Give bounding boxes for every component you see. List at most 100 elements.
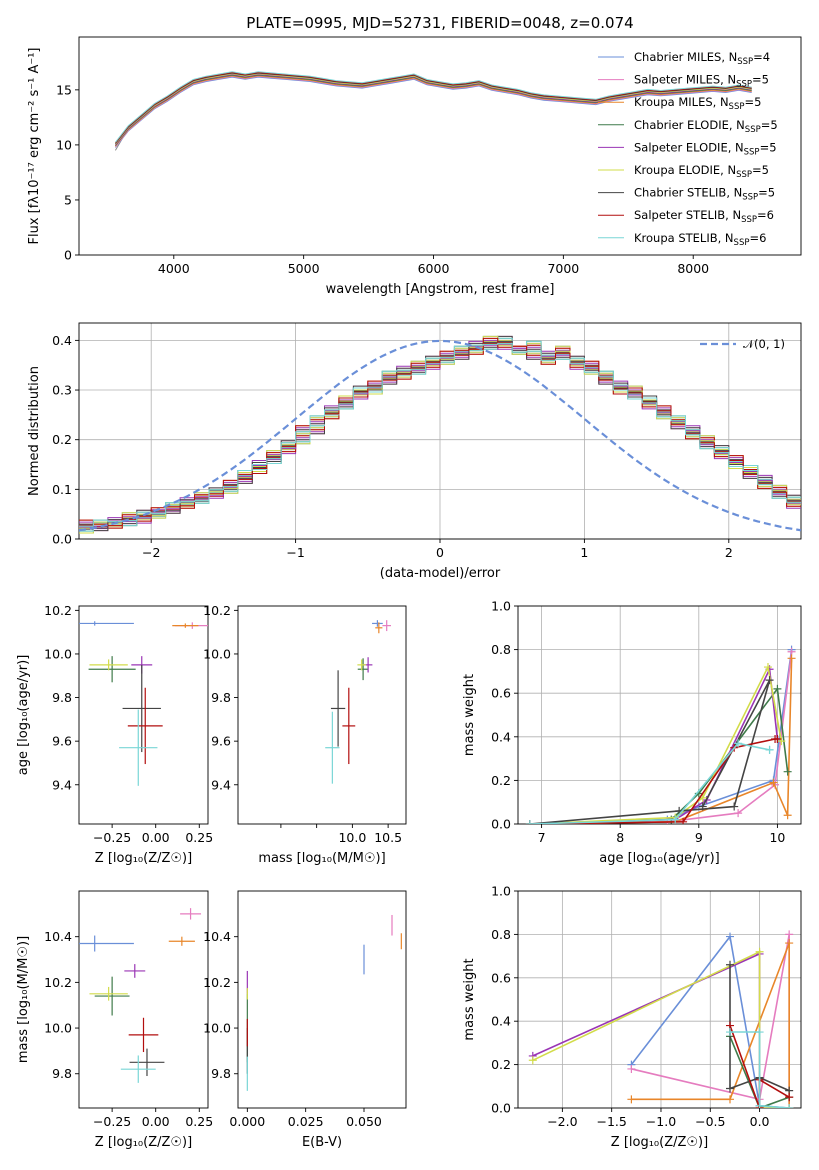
y-tick-label: 0.3 xyxy=(52,383,72,398)
x-axis-label: mass [log₁₀(M/M☉)] xyxy=(258,851,385,866)
y-tick-label: 9.6 xyxy=(52,734,72,749)
plot-frame xyxy=(78,605,209,825)
x-axis-label: age [log₁₀(age/yr)] xyxy=(599,851,720,866)
y-tick-label: 10.2 xyxy=(44,975,72,990)
y-tick-label: 0.2 xyxy=(491,1057,511,1072)
x-tick-label: 7 xyxy=(538,830,546,845)
x-tick-label: −0.5 xyxy=(695,1114,725,1129)
legend-label: Salpeter STELIB, NSSP=6 xyxy=(634,208,774,225)
y-axis-label: age [log₁₀(age/yr)] xyxy=(16,655,31,776)
massweight-marker xyxy=(773,684,782,693)
massweight-marker xyxy=(627,1095,636,1104)
x-tick-label: 10.0 xyxy=(338,830,366,845)
massweight-line xyxy=(529,679,771,824)
massweight-marker xyxy=(730,802,739,811)
model-spectrum xyxy=(115,75,752,147)
massweight-line xyxy=(529,651,793,824)
massweight-lines xyxy=(528,930,794,1108)
massweight-marker xyxy=(525,820,534,824)
x-tick-label: −2 xyxy=(142,545,160,560)
y-tick-label: 0.6 xyxy=(491,970,511,985)
x-tick-label: 8 xyxy=(616,830,624,845)
massweight-marker xyxy=(785,930,794,939)
x-tick-label: 0.000 xyxy=(229,1114,265,1129)
massweight-marker xyxy=(755,1028,764,1037)
x-tick-label: −1.0 xyxy=(646,1114,676,1129)
y-tick-label: 0.8 xyxy=(491,642,511,657)
y-tick-label: 0.0 xyxy=(491,817,511,832)
y-tick-label: 0.4 xyxy=(491,1014,511,1029)
massweight-marker xyxy=(679,817,688,824)
massweight-line xyxy=(730,1031,790,1108)
massweight-marker xyxy=(726,1084,735,1093)
errorbar-panel-6: 0.000 0.025 0.050 9.8 10.0 10.2 10.4 E(B-V) xyxy=(203,890,407,1150)
model-spectrum xyxy=(115,72,752,144)
model-spectrum xyxy=(115,71,752,144)
legend-label: Kroupa ELODIE, NSSP=5 xyxy=(634,163,769,180)
y-tick-label: 5 xyxy=(64,192,72,207)
plot-frame xyxy=(78,36,802,256)
x-tick-label: 5000 xyxy=(288,261,320,276)
y-tick-label: 0.0 xyxy=(491,1101,511,1116)
y-tick-label: 10.2 xyxy=(44,603,72,618)
y-axis-label: Flux [fλ10⁻¹⁷ erg cm⁻² s⁻¹ A⁻¹] xyxy=(27,48,42,245)
y-tick-label: 10.2 xyxy=(203,603,231,618)
y-tick-label: 0 xyxy=(64,248,72,263)
gaussian-curve xyxy=(79,339,801,532)
y-tick-label: 0.6 xyxy=(491,686,511,701)
y-tick-label: 10.0 xyxy=(203,646,231,661)
x-tick-label: 1 xyxy=(580,545,588,560)
legend-label: Chabrier MILES, NSSP=4 xyxy=(634,50,770,67)
plot-frame xyxy=(237,605,407,825)
x-tick-label: 0 xyxy=(436,545,444,560)
y-tick-label: 10.0 xyxy=(44,1021,72,1036)
errorbar-marks xyxy=(79,908,202,1083)
legend-label: Kroupa MILES, NSSP=5 xyxy=(634,95,761,112)
massweight-marker xyxy=(765,745,774,754)
y-tick-label: 1.0 xyxy=(491,884,511,899)
x-tick-label: 2 xyxy=(725,545,733,560)
massweight-marker xyxy=(755,1101,764,1108)
massweight-marker xyxy=(785,1104,794,1108)
errorbar-marks xyxy=(325,620,391,784)
model-spectrum xyxy=(115,73,752,145)
massweight-marker xyxy=(734,809,743,818)
x-tick-label: 10.5 xyxy=(374,830,402,845)
massweight-marker xyxy=(734,739,743,748)
errorbar-panel-3: 10.0 10.5 9.4 9.6 9.8 10.0 10.2 mass [log₁₀(M/M… xyxy=(203,603,407,866)
x-tick-label: 7000 xyxy=(547,261,579,276)
x-tick-label: −0.25 xyxy=(93,830,131,845)
y-tick-label: 15 xyxy=(56,82,72,97)
y-tick-label: 10.0 xyxy=(44,646,72,661)
plot-frame xyxy=(517,605,802,825)
massweight-marker xyxy=(787,654,796,663)
y-tick-label: 10.0 xyxy=(203,1021,231,1036)
y-tick-label: 9.8 xyxy=(211,1066,231,1081)
massweight-lines xyxy=(525,645,796,824)
x-tick-label: 0.25 xyxy=(185,1114,213,1129)
massweight-marker xyxy=(726,1028,735,1037)
x-tick-label: 4000 xyxy=(158,261,190,276)
x-tick-label: 0.00 xyxy=(142,830,170,845)
x-tick-label: 10 xyxy=(769,830,785,845)
legend-label: Chabrier STELIB, NSSP=5 xyxy=(634,186,775,203)
massweight-line xyxy=(529,742,770,824)
x-tick-label: 0.0 xyxy=(750,1114,770,1129)
legend-label: Kroupa STELIB, NSSP=6 xyxy=(634,231,766,248)
y-tick-label: 9.4 xyxy=(52,777,72,792)
massweight-panel-7: −2.0 −1.5 −1.0 −0.5 0.0 0.0 0.2 0.4 0.6 0.8 1.0 Z [… xyxy=(462,884,802,1150)
spectrum-panel: 4000 5000 6000 7000 8000 0 5 10 15 wavelength [An… xyxy=(27,36,802,297)
model-spectrum xyxy=(115,75,752,148)
y-tick-label: 0.2 xyxy=(491,773,511,788)
x-tick-label: 9 xyxy=(695,830,703,845)
x-tick-label: −1 xyxy=(286,545,304,560)
y-axis-label: mass [log₁₀(M/M☉)] xyxy=(16,936,31,1063)
massweight-marker xyxy=(528,1056,537,1065)
spectrum-legend: Chabrier MILES, NSSP=4 Salpeter MILES, NS… xyxy=(598,50,778,248)
x-tick-label: −0.25 xyxy=(93,1114,131,1129)
x-tick-label: −2.0 xyxy=(547,1114,577,1129)
legend-label: Salpeter MILES, NSSP=5 xyxy=(634,73,769,90)
x-tick-label: −1.5 xyxy=(596,1114,626,1129)
x-axis-label: Z [log₁₀(Z/Z☉)] xyxy=(611,1135,708,1150)
histogram-step xyxy=(79,337,801,527)
